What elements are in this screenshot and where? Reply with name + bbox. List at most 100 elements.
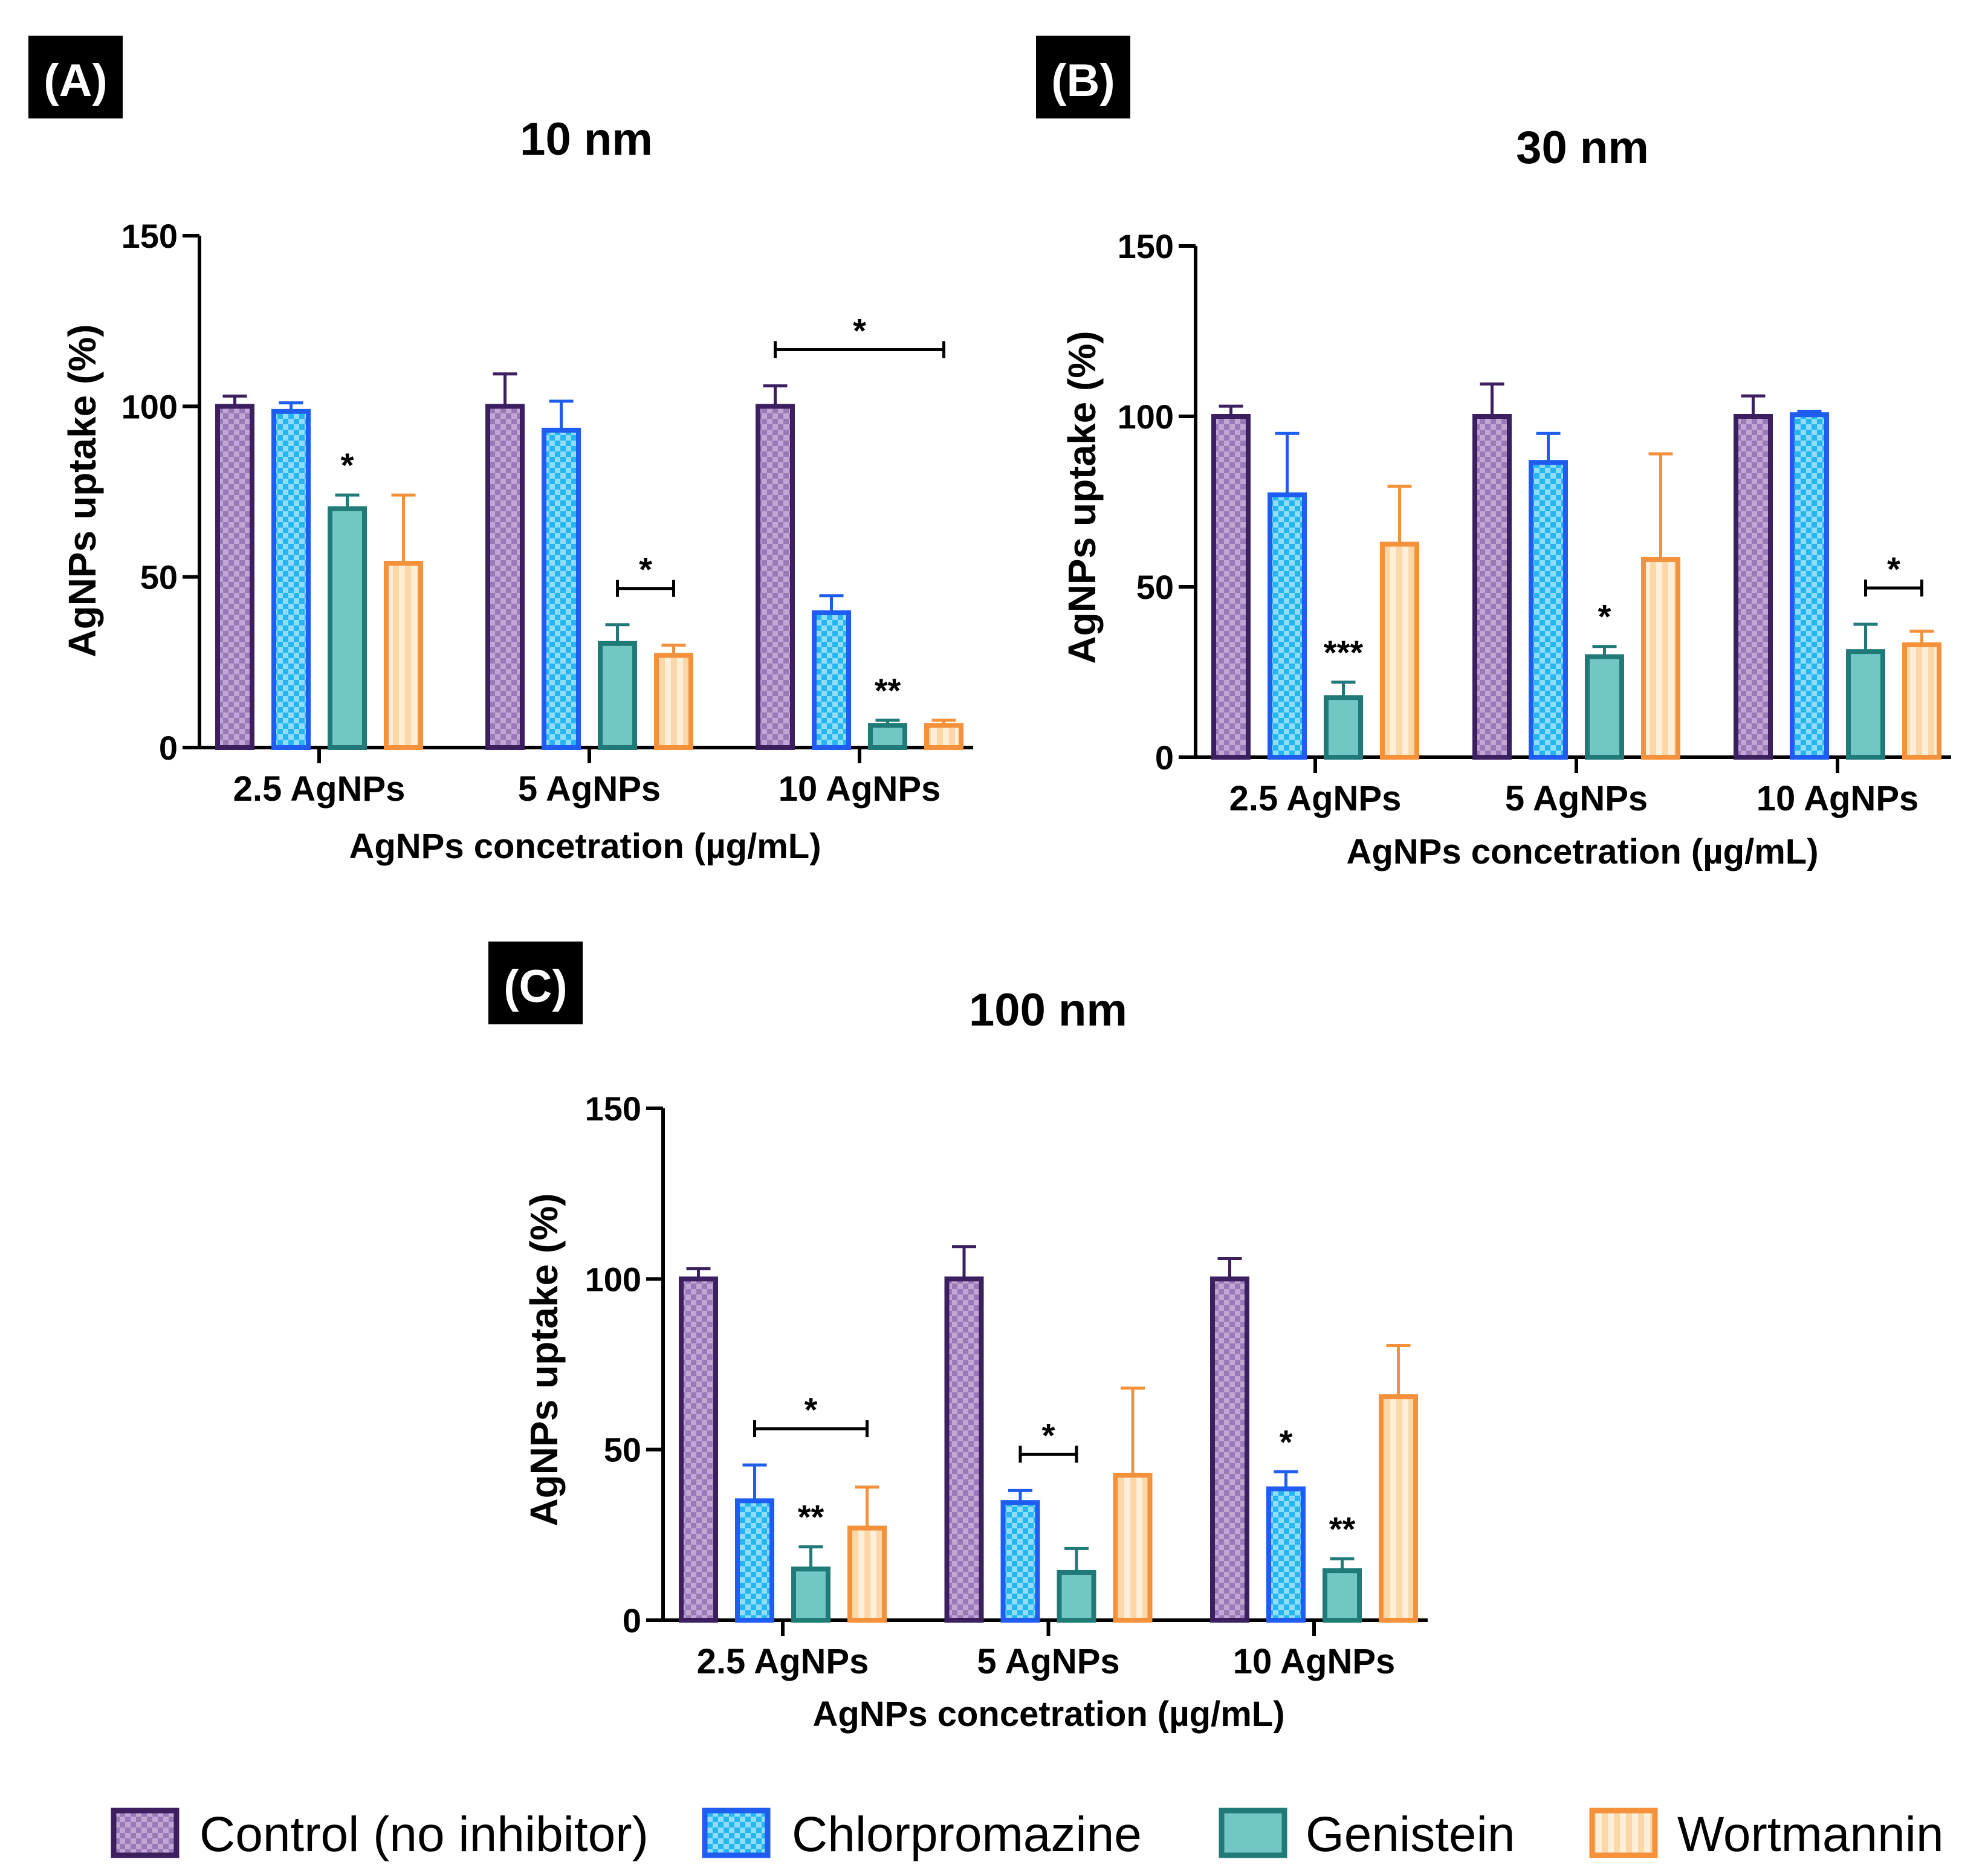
bar-chlorpromazine	[271, 409, 311, 750]
bar-wortmannin	[654, 653, 693, 751]
y-axis-label: AgNPs uptake (%)	[1060, 331, 1104, 664]
bar-chlorpromazine	[1790, 412, 1829, 760]
x-tick-label: 10 AgNPs	[1233, 1642, 1396, 1681]
bar-wortmannin	[1380, 541, 1419, 760]
x-tick-label: 2.5 AgNPs	[697, 1642, 869, 1681]
x-tick-label: 5 AgNPs	[1505, 779, 1648, 818]
legend: Control (no inhibitor) Chlorpromazine Ge…	[111, 1807, 1944, 1862]
significance-marker: *	[341, 446, 354, 484]
panel-label: (A)	[44, 55, 108, 106]
x-tick-label: 2.5 AgNPs	[233, 769, 406, 809]
bar-control	[1472, 414, 1512, 760]
bar-chlorpromazine	[1266, 1486, 1306, 1623]
y-tick-label: 150	[1118, 227, 1174, 265]
significance-marker: *	[1280, 1423, 1293, 1461]
panel-label-box	[28, 36, 123, 118]
x-axis-label: AgNPs concetration (µg/mL)	[349, 827, 821, 866]
bar-control	[679, 1276, 718, 1623]
x-axis-label: AgNPs concetration (µg/mL)	[812, 1695, 1284, 1734]
significance-marker: **	[875, 671, 901, 709]
y-tick-label: 150	[121, 217, 178, 255]
legend-label: Wortmannin	[1677, 1807, 1944, 1862]
legend-label: Control (no inhibitor)	[199, 1807, 649, 1862]
bar-control	[1734, 414, 1773, 760]
significance-marker: **	[798, 1498, 824, 1536]
bar-wortmannin	[924, 723, 963, 750]
y-tick-label: 50	[1136, 568, 1174, 606]
x-tick-label: 10 AgNPs	[1756, 779, 1919, 818]
legend-item-genistein: Genistein	[1219, 1807, 1515, 1862]
bar-wortmannin	[1379, 1394, 1418, 1623]
chart-title: 30 nm	[1516, 122, 1649, 173]
significance-marker: ***	[1324, 633, 1364, 671]
legend-label: Genistein	[1306, 1807, 1515, 1862]
bar-control	[485, 404, 525, 750]
significance-marker: **	[1329, 1510, 1356, 1548]
y-axis-label: AgNPs uptake (%)	[60, 324, 104, 657]
significance-marker: *	[639, 551, 652, 589]
bar-chlorpromazine	[812, 610, 851, 750]
bar-genistein	[1057, 1569, 1096, 1623]
x-tick-label: 5 AgNPs	[977, 1642, 1119, 1681]
significance-marker: *	[853, 311, 866, 349]
y-tick-label: 0	[623, 1601, 641, 1640]
panel-b: (B) 30 nm AgNPs uptake (%) AgNPs concetr…	[1036, 36, 1951, 871]
bar-wortmannin	[1641, 557, 1680, 760]
y-tick-label: 150	[585, 1090, 641, 1128]
y-tick-label: 0	[159, 729, 178, 767]
legend-swatch-chlorpromazine	[702, 1808, 771, 1858]
legend-item-control: Control (no inhibitor)	[111, 1807, 649, 1862]
bar-genistein	[791, 1566, 830, 1623]
legend-item-wortmannin: Wortmannin	[1589, 1807, 1944, 1862]
bar-wortmannin	[1113, 1473, 1153, 1623]
significance-marker: *	[1598, 598, 1611, 636]
bar-genistein	[1846, 649, 1885, 760]
bar-chlorpromazine	[1268, 492, 1307, 760]
panel-label-box	[488, 942, 583, 1024]
y-tick-label: 0	[1155, 738, 1174, 777]
bar-wortmannin	[1902, 642, 1941, 760]
bar-chlorpromazine	[735, 1498, 774, 1623]
bar-genistein	[868, 723, 907, 750]
x-tick-label: 5 AgNPs	[518, 769, 661, 809]
bar-chlorpromazine	[1529, 460, 1568, 760]
panel-label: (B)	[1051, 55, 1115, 106]
bar-genistein	[1323, 1568, 1362, 1623]
panel-c: (C) 100 nm AgNPs uptake (%) AgNPs concet…	[488, 942, 1428, 1734]
panel-label-box	[1036, 36, 1130, 118]
y-tick-label: 100	[585, 1260, 641, 1298]
significance-marker: *	[1887, 550, 1900, 588]
y-tick-label: 50	[140, 558, 178, 596]
bar-genistein	[1324, 695, 1363, 760]
bar-control	[215, 404, 254, 750]
legend-swatch-genistein	[1219, 1808, 1287, 1858]
bar-control	[1210, 1276, 1249, 1623]
legend-swatch-control	[111, 1808, 180, 1858]
chart-title: 100 nm	[969, 984, 1127, 1036]
legend-swatch-wortmannin	[1589, 1808, 1658, 1858]
panel-a: (A) 10 nm AgNPs uptake (%) AgNPs concetr…	[28, 36, 973, 866]
bar-control	[756, 404, 795, 750]
chart-title: 10 nm	[520, 114, 653, 165]
legend-label: Chlorpromazine	[792, 1807, 1142, 1862]
bar-chlorpromazine	[542, 427, 581, 750]
significance-marker: *	[805, 1391, 818, 1429]
significance-marker: *	[1042, 1416, 1055, 1454]
y-tick-label: 100	[121, 387, 178, 425]
bar-wortmannin	[384, 561, 423, 751]
panel-label: (C)	[503, 961, 568, 1012]
y-tick-label: 50	[604, 1431, 641, 1469]
bar-control	[1211, 414, 1251, 760]
bar-control	[944, 1276, 984, 1623]
bar-genistein	[598, 641, 637, 750]
x-tick-label: 10 AgNPs	[779, 769, 941, 809]
legend-item-chlorpromazine: Chlorpromazine	[702, 1807, 1142, 1862]
x-tick-label: 2.5 AgNPs	[1229, 779, 1402, 818]
bar-wortmannin	[847, 1525, 887, 1623]
y-tick-label: 100	[1118, 398, 1174, 436]
bar-chlorpromazine	[1000, 1500, 1040, 1623]
bar-genistein	[1585, 654, 1624, 760]
